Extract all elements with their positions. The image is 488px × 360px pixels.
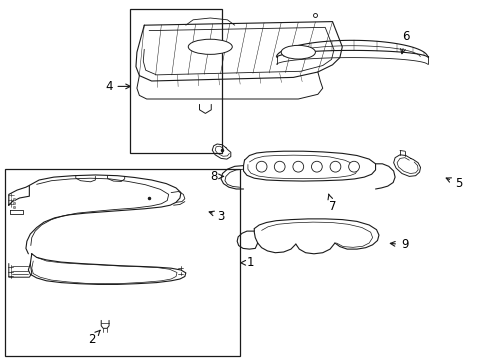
Text: 3: 3 bbox=[209, 210, 224, 222]
Ellipse shape bbox=[274, 161, 285, 172]
Text: 8: 8 bbox=[210, 170, 223, 183]
Ellipse shape bbox=[281, 45, 315, 59]
Ellipse shape bbox=[311, 161, 322, 172]
Text: 1: 1 bbox=[240, 256, 254, 269]
Text: 5: 5 bbox=[445, 177, 461, 190]
Text: 4: 4 bbox=[105, 80, 130, 93]
Text: 7: 7 bbox=[327, 194, 336, 213]
Ellipse shape bbox=[329, 161, 340, 172]
Text: 2: 2 bbox=[88, 330, 100, 346]
Ellipse shape bbox=[348, 161, 359, 172]
Ellipse shape bbox=[256, 161, 266, 172]
Ellipse shape bbox=[292, 161, 303, 172]
Ellipse shape bbox=[188, 39, 232, 54]
Text: 6: 6 bbox=[400, 30, 409, 54]
Bar bbox=[5, 169, 239, 356]
Bar bbox=[129, 9, 222, 153]
Text: 9: 9 bbox=[389, 238, 407, 251]
